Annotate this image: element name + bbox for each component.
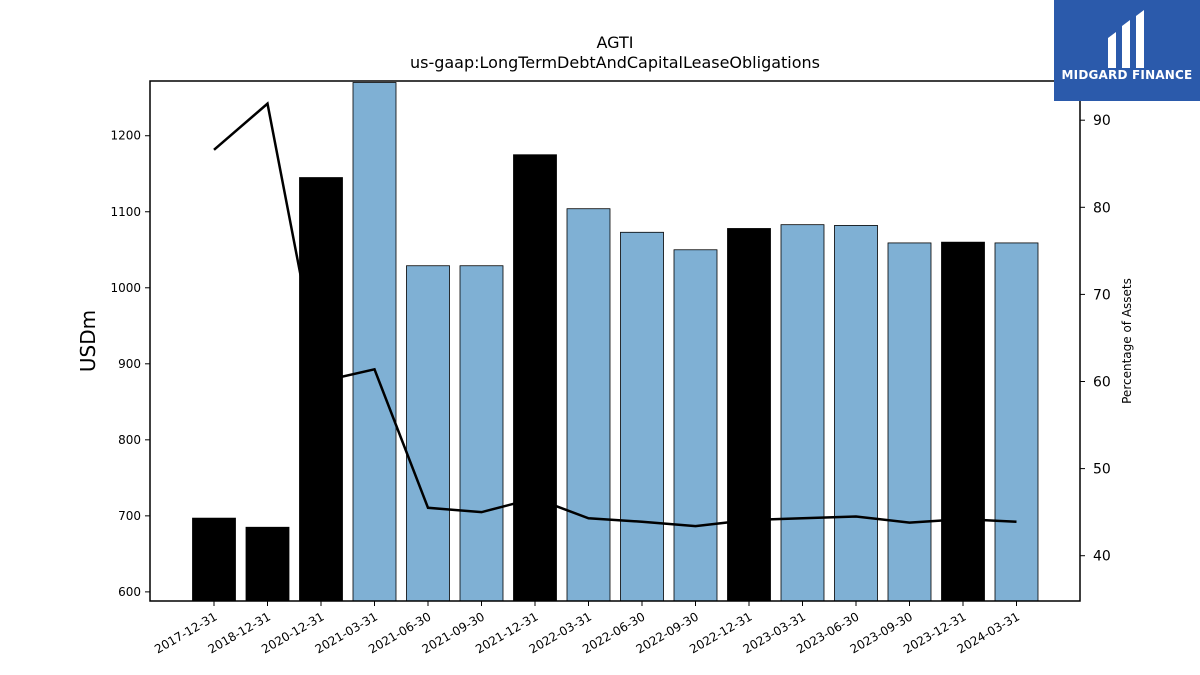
y2-tick-label: 90 <box>1093 113 1111 129</box>
midgard-finance-logo: MIDGARD FINANCE <box>1054 0 1200 101</box>
y-tick-label: 900 <box>118 357 141 371</box>
percentage-line <box>213 101 1017 528</box>
y2-tick-label: 40 <box>1093 549 1111 565</box>
y2-tick-label: 70 <box>1093 287 1111 303</box>
bars-group <box>192 82 1039 602</box>
bar-2021-06-30 <box>406 265 450 602</box>
bar-2022-03-31 <box>566 208 611 602</box>
y2-ticks: 40 50 60 70 80 90 <box>1080 113 1111 565</box>
y-tick-label: 600 <box>118 585 141 599</box>
y-tick-label: 800 <box>118 433 141 447</box>
y-ticks: 600 700 800 900 1000 1100 1200 <box>110 129 150 599</box>
y2-tick-label: 60 <box>1093 375 1111 391</box>
x-ticks: 2017-12-312018-12-312020-12-312021-03-31… <box>152 601 1022 656</box>
y-tick-label: 1200 <box>110 129 141 143</box>
bar-2018-12-31 <box>245 526 290 602</box>
y2-tick-label: 80 <box>1093 200 1111 216</box>
chart-subtitle: us-gaap:LongTermDebtAndCapitalLeaseOblig… <box>410 53 820 72</box>
bar-2024-03-31 <box>994 242 1039 602</box>
bar-2023-09-30 <box>887 242 932 602</box>
bar-2022-12-31 <box>727 228 771 602</box>
y2-tick-label: 50 <box>1093 462 1111 478</box>
bar-2017-12-31 <box>192 517 236 602</box>
line-group <box>213 101 1017 528</box>
bar-2020-12-31 <box>299 177 343 602</box>
logo-text: MIDGARD FINANCE <box>1061 68 1193 82</box>
y2-axis-label: Percentage of Assets <box>1120 278 1134 404</box>
chart-title: AGTI <box>597 33 634 52</box>
bar-2022-09-30 <box>673 249 718 602</box>
bar-2023-03-31 <box>780 224 825 602</box>
y-axis-label: USDm <box>76 310 100 372</box>
bar-2021-03-31 <box>352 82 397 602</box>
plot-frame <box>149 80 1081 602</box>
bar-2023-12-31 <box>941 241 985 602</box>
y-tick-label: 1000 <box>110 281 141 295</box>
y-tick-label: 700 <box>118 509 141 523</box>
bar-2021-09-30 <box>459 265 504 602</box>
logo-mark-icon <box>1108 10 1144 68</box>
y-tick-label: 1100 <box>110 205 141 219</box>
bar-2022-06-30 <box>620 231 664 602</box>
bar-2021-12-31 <box>513 154 557 602</box>
bar-2023-06-30 <box>834 225 878 602</box>
